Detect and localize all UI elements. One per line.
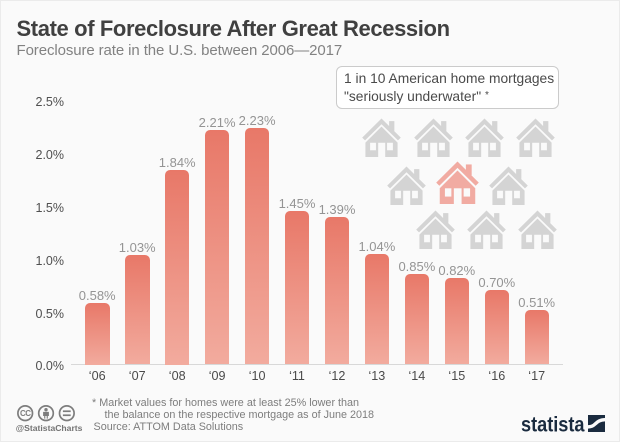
svg-text:statista: statista xyxy=(521,413,585,436)
svg-text:CC: CC xyxy=(20,409,31,418)
